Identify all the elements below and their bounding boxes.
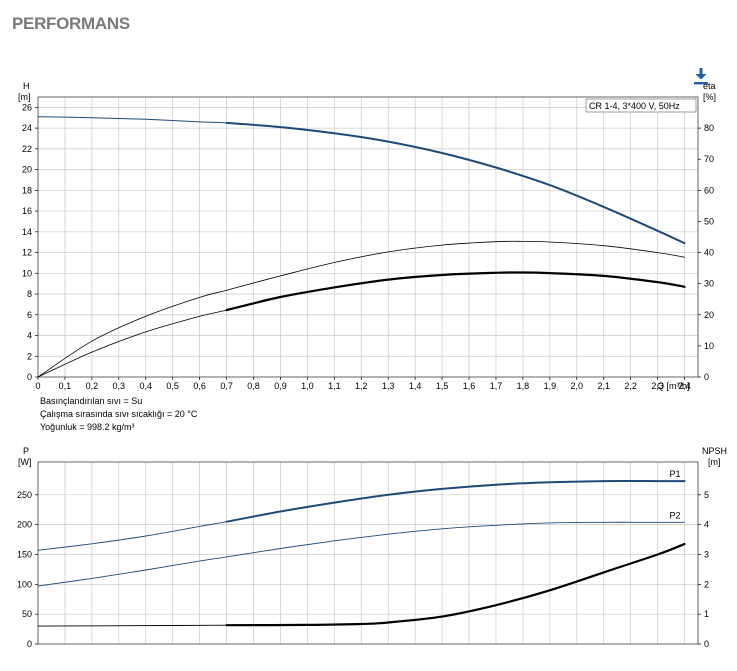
legend-text: CR 1-4, 3*400 V, 50Hz	[589, 101, 680, 111]
series-line-1-3	[37, 240, 685, 378]
y-left-tick-label: 0	[27, 372, 32, 382]
series-line-2-2	[37, 521, 685, 587]
y-right-tick-label: 40	[704, 248, 714, 258]
x-tick-label: 2,1	[597, 381, 610, 391]
y-right-tick-label: 3	[704, 549, 709, 559]
y-right-tick-label: 50	[704, 216, 714, 226]
y-left-tick-label: 250	[17, 490, 32, 500]
y-left-tick-label: 12	[22, 248, 32, 258]
x-tick-label: 1,0	[301, 381, 314, 391]
plot-frame	[37, 461, 699, 645]
y-left-tick-label: 200	[17, 520, 32, 530]
x-tick-label: 0,6	[193, 381, 206, 391]
y-right-tick-label: 1	[704, 609, 709, 619]
x-tick-label: 0	[35, 381, 40, 391]
y-left-tick-label: 50	[22, 609, 32, 619]
y-left-tick-label: 100	[17, 579, 32, 589]
x-tick-label: 1,8	[517, 381, 530, 391]
page-title: PERFORMANS	[12, 14, 130, 33]
y-left-tick-label: 18	[22, 185, 32, 195]
y-right-tick-label: 70	[704, 154, 714, 164]
series-line-2-3-duty-range	[225, 542, 686, 627]
x-tick-label: 2,0	[571, 381, 584, 391]
y-right-tick-label: 10	[704, 341, 714, 351]
x-tick-label: 0,9	[274, 381, 287, 391]
x-tick-label: 1,4	[409, 381, 422, 391]
y-left-axis-unit: [W]	[18, 457, 32, 467]
y-left-tick-label: 150	[17, 549, 32, 559]
x-tick-label: 1,1	[328, 381, 341, 391]
y-right-tick-label: 20	[704, 310, 714, 320]
x-tick-label: 1,5	[436, 381, 449, 391]
y-left-tick-label: 8	[27, 289, 32, 299]
y-left-tick-label: 16	[22, 206, 32, 216]
density-note: Yoğunluk = 998.2 kg/m³	[40, 422, 135, 432]
y-right-axis-unit: [m]	[708, 457, 721, 467]
y-right-tick-label: 0	[704, 372, 709, 382]
x-tick-label: 1,7	[490, 381, 503, 391]
x-tick-label: 1,9	[544, 381, 557, 391]
y-left-axis-label: P	[23, 446, 29, 456]
y-right-tick-label: 4	[704, 520, 709, 530]
y-left-tick-label: 10	[22, 268, 32, 278]
x-tick-label: 0,7	[220, 381, 233, 391]
y-left-tick-label: 22	[22, 144, 32, 154]
x-tick-label: 0,2	[86, 381, 99, 391]
legend-box	[585, 98, 697, 113]
y-left-tick-label: 0	[27, 639, 32, 649]
y-left-tick-label: 20	[22, 165, 32, 175]
y-right-tick-label: 30	[704, 279, 714, 289]
x-tick-label: 2,4	[678, 381, 691, 391]
y-left-axis-unit: [m]	[18, 92, 31, 102]
y-left-tick-label: 14	[22, 227, 32, 237]
x-tick-label: 0,1	[59, 381, 72, 391]
series-line-2-1-duty-range	[225, 480, 686, 523]
temperature-note: Çalışma sırasında sıvı sıcaklığı = 20 °C	[40, 409, 198, 419]
series-line-1-1-duty-range	[225, 121, 686, 245]
x-tick-label: 0,5	[166, 381, 179, 391]
series-line-1-2-duty-range	[225, 271, 686, 312]
y-left-tick-label: 26	[22, 102, 32, 112]
y-right-tick-label: 60	[704, 185, 714, 195]
y-right-tick-label: 80	[704, 123, 714, 133]
x-tick-label: 1,2	[355, 381, 368, 391]
x-tick-label: 1,6	[463, 381, 476, 391]
y-right-axis-label: NPSH	[702, 446, 727, 456]
y-left-tick-label: 2	[27, 351, 32, 361]
fluid-note: Basınçlandırılan sıvı = Su	[40, 396, 143, 406]
x-tick-label: 2,3	[651, 381, 664, 391]
y-left-tick-label: 4	[27, 331, 32, 341]
series-label-p2: P2	[670, 510, 681, 520]
y-right-tick-label: 5	[704, 490, 709, 500]
y-left-tick-label: 24	[22, 123, 32, 133]
download-icon[interactable]	[692, 66, 710, 86]
x-tick-label: 0,4	[139, 381, 152, 391]
y-left-tick-label: 6	[27, 310, 32, 320]
x-tick-label: 1,3	[382, 381, 395, 391]
x-tick-label: 0,8	[247, 381, 260, 391]
y-right-axis-unit: [%]	[703, 92, 716, 102]
y-right-tick-label: 0	[704, 639, 709, 649]
y-right-axis-label: eta	[703, 81, 716, 91]
plot-frame	[37, 96, 699, 378]
y-left-axis-label: H	[23, 81, 30, 91]
x-tick-label: 0,3	[113, 381, 126, 391]
series-label-p1: P1	[670, 469, 681, 479]
x-axis-label: Q [m³/h]	[657, 381, 690, 391]
x-tick-label: 2,2	[624, 381, 637, 391]
y-right-tick-label: 2	[704, 579, 709, 589]
